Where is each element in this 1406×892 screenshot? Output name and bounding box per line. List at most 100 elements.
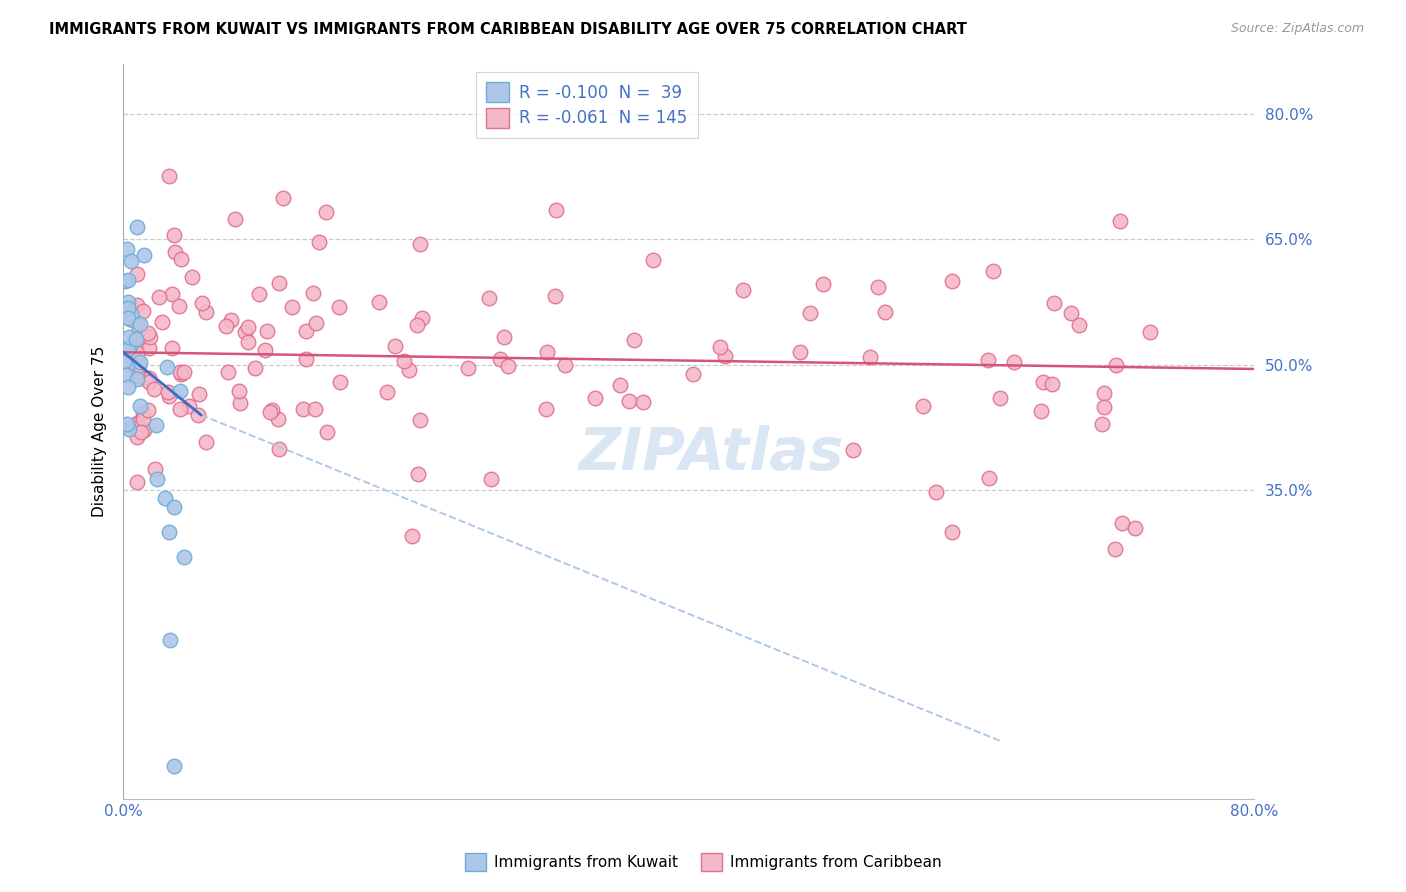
Point [811, 277, 834, 291]
Point [125, 372, 148, 386]
Point [163, 500, 186, 514]
Point [623, 333, 645, 347]
Point [117, 242, 139, 256]
Point [259, 405, 281, 419]
Point [236, 335, 259, 350]
Point [925, 484, 948, 499]
Point [163, 758, 186, 772]
Point [859, 350, 882, 364]
Point [1092, 400, 1115, 414]
Point [129, 355, 152, 369]
Point [118, 330, 141, 344]
Legend: Immigrants from Kuwait, Immigrants from Caribbean: Immigrants from Kuwait, Immigrants from … [458, 847, 948, 877]
Point [1104, 541, 1126, 556]
Point [990, 391, 1012, 405]
Point [789, 345, 811, 359]
Point [187, 409, 209, 423]
Point [609, 377, 631, 392]
Point [217, 365, 239, 379]
Point [709, 340, 731, 354]
Point [136, 326, 159, 341]
Point [156, 360, 179, 375]
Point [173, 365, 195, 379]
Point [457, 361, 479, 376]
Point [1094, 385, 1116, 400]
Point [148, 290, 170, 304]
Point [127, 298, 149, 312]
Point [316, 425, 339, 439]
Point [267, 442, 290, 456]
Point [115, 368, 138, 382]
Point [117, 357, 139, 371]
Text: IMMIGRANTS FROM KUWAIT VS IMMIGRANTS FROM CARIBBEAN DISABILITY AGE OVER 75 CORRE: IMMIGRANTS FROM KUWAIT VS IMMIGRANTS FRO… [49, 22, 967, 37]
Point [492, 329, 515, 343]
Point [138, 371, 160, 385]
Point [1031, 404, 1053, 418]
Point [157, 384, 180, 399]
Point [179, 400, 201, 414]
Point [112, 354, 135, 368]
Point [127, 346, 149, 360]
Point [1108, 214, 1130, 228]
Point [128, 358, 150, 372]
Point [411, 310, 433, 325]
Point [401, 528, 423, 542]
Point [160, 342, 183, 356]
Point [245, 360, 267, 375]
Point [247, 286, 270, 301]
Point [127, 336, 149, 351]
Point [190, 296, 212, 310]
Point [120, 307, 142, 321]
Point [169, 299, 191, 313]
Point [170, 252, 193, 266]
Point [981, 264, 1004, 278]
Point [405, 318, 427, 332]
Point [118, 422, 141, 436]
Point [254, 343, 277, 357]
Point [302, 285, 325, 300]
Point [617, 394, 640, 409]
Point [1111, 516, 1133, 531]
Point [163, 245, 186, 260]
Point [117, 310, 139, 325]
Point [127, 369, 149, 384]
Point [159, 389, 181, 403]
Point [138, 375, 160, 389]
Point [271, 191, 294, 205]
Point [142, 382, 165, 396]
Point [224, 211, 246, 226]
Point [256, 324, 278, 338]
Point [295, 352, 318, 367]
Point [129, 400, 152, 414]
Text: Source: ZipAtlas.com: Source: ZipAtlas.com [1230, 22, 1364, 36]
Point [117, 342, 139, 356]
Point [1091, 417, 1114, 431]
Point [409, 236, 432, 251]
Text: ZIPAtlas: ZIPAtlas [579, 425, 844, 483]
Point [128, 323, 150, 337]
Point [328, 300, 350, 314]
Point [714, 349, 737, 363]
Point [269, 276, 291, 290]
Point [127, 364, 149, 378]
Point [1139, 325, 1161, 339]
Point [173, 549, 195, 564]
Point [120, 254, 142, 268]
Point [799, 306, 821, 320]
Point [479, 473, 502, 487]
Point [188, 387, 211, 401]
Point [117, 273, 139, 287]
Point [228, 384, 250, 398]
Point [139, 330, 162, 344]
Point [392, 353, 415, 368]
Point [157, 169, 180, 183]
Point [866, 280, 889, 294]
Point [731, 283, 754, 297]
Point [125, 332, 148, 346]
Point [138, 341, 160, 355]
Point [977, 353, 1000, 368]
Point [143, 462, 166, 476]
Point [127, 354, 149, 368]
Point [219, 312, 242, 326]
Point [554, 358, 576, 372]
